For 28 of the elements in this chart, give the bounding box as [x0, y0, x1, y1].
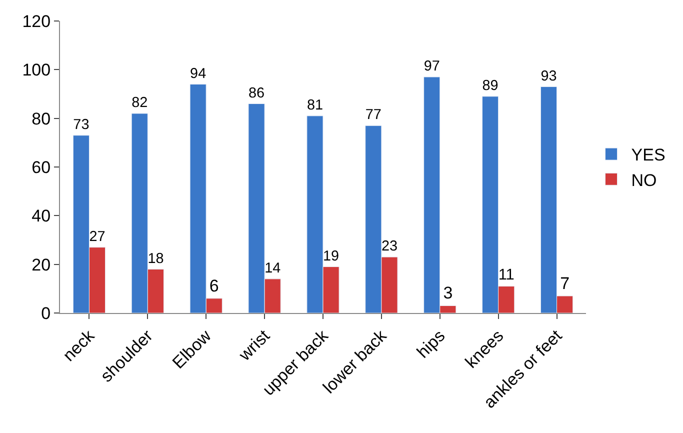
data-label: 27 [89, 228, 106, 245]
y-tick-label: 120 [22, 12, 51, 31]
data-label: 77 [365, 107, 382, 124]
data-label: 73 [73, 116, 90, 133]
legend-label: NO [631, 170, 657, 190]
data-label: 19 [323, 248, 340, 264]
data-label: 18 [148, 250, 164, 267]
data-label: 3 [443, 284, 453, 303]
y-tick-label: 100 [22, 60, 51, 80]
y-tick-label: 40 [32, 206, 51, 226]
data-label: 6 [209, 276, 219, 296]
x-tick-label: hips [413, 326, 449, 362]
data-label: 97 [424, 58, 440, 75]
data-label: 93 [540, 68, 557, 84]
data-label: 82 [132, 95, 148, 112]
data-label: 11 [498, 266, 514, 284]
legend-label: YES [631, 146, 666, 165]
data-label: 7 [560, 274, 570, 293]
data-label: 81 [306, 98, 323, 114]
data-label: 23 [381, 238, 398, 255]
y-tick-label: 80 [32, 109, 51, 128]
y-tick-label: 20 [32, 255, 51, 274]
data-label: 89 [482, 78, 498, 94]
data-label: 14 [264, 260, 281, 277]
data-label: 94 [190, 66, 206, 82]
data-label: 86 [248, 85, 265, 102]
y-tick-label: 60 [32, 158, 51, 177]
y-tick-label: 0 [41, 304, 51, 323]
